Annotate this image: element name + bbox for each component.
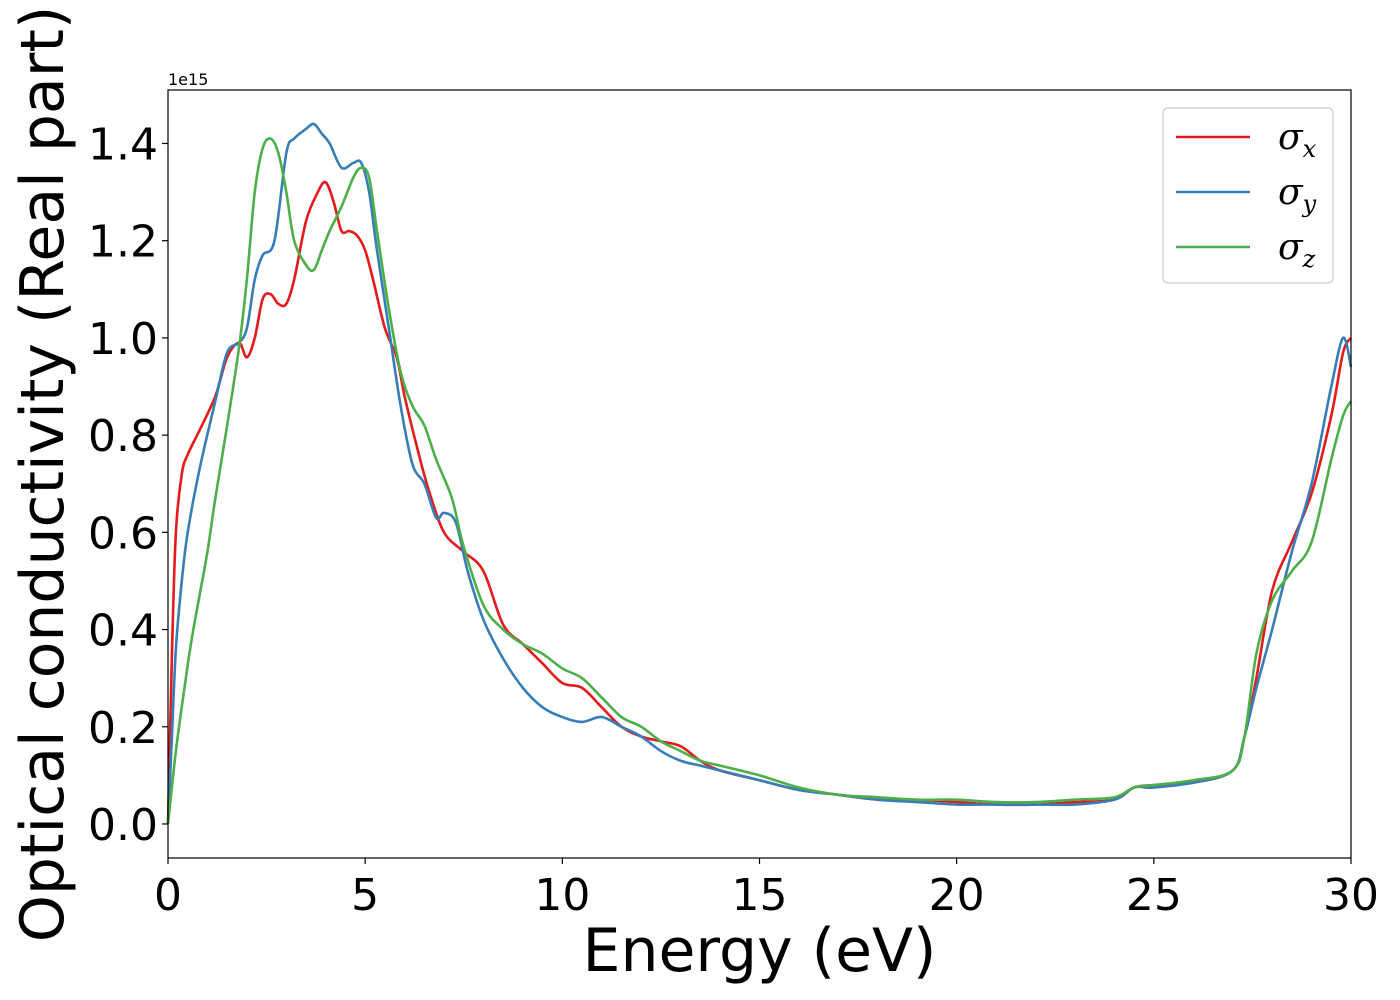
y-tick-label: 0.6 <box>88 508 158 559</box>
y-tick-label: 0.8 <box>88 411 158 462</box>
x-tick-label: 10 <box>534 870 590 921</box>
y-offset-label: 1e15 <box>168 70 208 89</box>
y-axis-ticks: 0.0 0.2 0.4 0.6 0.8 1.0 1.2 1.4 <box>88 119 168 851</box>
y-tick-label: 0.2 <box>88 703 158 754</box>
series-line-z <box>166 137 1353 825</box>
y-tick-label: 1.4 <box>88 119 158 170</box>
x-axis-title: Energy (eV) <box>583 916 937 986</box>
x-tick-label: 15 <box>732 870 788 921</box>
x-tick-label: 25 <box>1126 870 1182 921</box>
x-tick-label: 30 <box>1323 870 1379 921</box>
series-lines <box>166 122 1353 825</box>
x-axis-ticks: 0 5 10 15 20 25 30 <box>154 858 1379 921</box>
x-tick-label: 0 <box>154 870 182 921</box>
y-tick-label: 0.0 <box>88 800 158 851</box>
x-tick-label: 5 <box>351 870 379 921</box>
y-tick-label: 1.0 <box>88 314 158 365</box>
legend-frame <box>1162 107 1334 284</box>
y-tick-label: 1.2 <box>88 217 158 268</box>
x-tick-label: 20 <box>929 870 985 921</box>
y-axis-title: Optical conductivity (Real part) <box>8 6 78 943</box>
y-tick-label: 0.4 <box>88 606 158 657</box>
